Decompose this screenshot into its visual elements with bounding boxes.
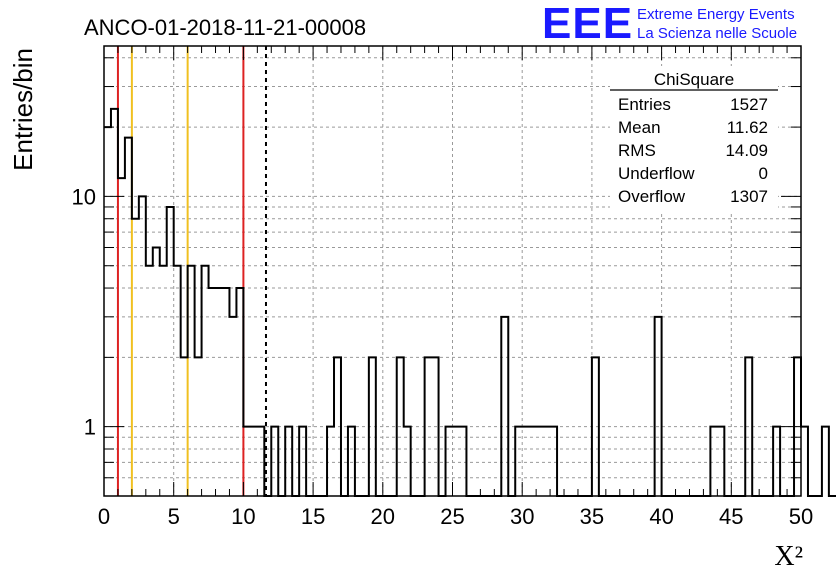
histogram-bin xyxy=(334,357,341,496)
x-tick-label: 35 xyxy=(580,504,604,529)
histogram-bin xyxy=(522,427,529,496)
histogram-bin xyxy=(717,427,724,496)
histogram-bin xyxy=(104,127,111,496)
histogram-bin xyxy=(181,357,188,496)
histogram-bin xyxy=(271,427,278,496)
histogram-bin xyxy=(236,288,243,496)
stats-box-title: ChiSquare xyxy=(654,70,734,89)
histogram-bin xyxy=(132,219,139,496)
stats-row-value: 1527 xyxy=(730,95,768,114)
histogram-bin xyxy=(543,427,550,496)
histogram-bin xyxy=(592,357,599,496)
histogram-bin xyxy=(536,427,543,496)
histogram-bin xyxy=(229,317,236,496)
stats-row-value: 14.09 xyxy=(725,141,768,160)
stats-row-label: RMS xyxy=(618,141,656,160)
stats-row-label: Overflow xyxy=(618,187,686,206)
y-axis-label: Entries/bin xyxy=(8,48,38,171)
stats-row-value: 0 xyxy=(759,164,768,183)
logo-line-1: Extreme Energy Events xyxy=(637,6,795,23)
stats-row-value: 11.62 xyxy=(727,118,768,137)
histogram-bin xyxy=(299,427,306,496)
y-tick-label: 1 xyxy=(84,415,96,440)
histogram-bin xyxy=(446,427,453,496)
histogram-bin xyxy=(111,109,118,496)
stats-box: ChiSquare Entries 1527 Mean 11.62 RMS 14.09 Un… xyxy=(610,66,778,212)
histogram-bin xyxy=(209,288,216,496)
x-tick-label: 30 xyxy=(510,504,534,529)
x-tick-label: 50 xyxy=(789,504,813,529)
stats-row-label: Mean xyxy=(618,118,661,137)
histogram-bin xyxy=(118,178,125,496)
histogram-bin xyxy=(257,427,264,496)
x-tick-label: 45 xyxy=(719,504,743,529)
histogram-bin xyxy=(529,427,536,496)
histogram-bin xyxy=(202,266,209,496)
histogram-series xyxy=(104,107,836,497)
histogram-bin xyxy=(515,427,522,496)
histogram-bin xyxy=(773,427,780,496)
histogram-bin xyxy=(216,288,223,496)
histogram-bin xyxy=(250,427,257,496)
histogram-bin xyxy=(139,196,146,496)
histogram-bin xyxy=(432,357,439,496)
histogram-bin xyxy=(822,427,829,496)
histogram-bin xyxy=(369,357,376,496)
histogram-bin xyxy=(425,357,432,496)
histogram-bin xyxy=(453,427,460,496)
x-axis-label: X² xyxy=(774,541,803,572)
x-tick-label: 10 xyxy=(231,504,255,529)
histogram-bin xyxy=(188,266,195,496)
histogram-bin xyxy=(404,427,411,496)
y-tick-label: 10 xyxy=(72,184,96,209)
histogram-bin xyxy=(550,427,557,496)
axes: 0 5 10 15 20 25 30 35 40 45 50 1 10 xyxy=(72,45,813,529)
x-tick-label: 5 xyxy=(168,504,180,529)
stats-row-label: Entries xyxy=(618,95,671,114)
histogram-bin xyxy=(146,266,153,496)
stats-rows: Entries 1527 Mean 11.62 RMS 14.09 Underflow 0 Ov… xyxy=(618,95,768,206)
histogram-bin xyxy=(125,138,132,496)
x-tick-label: 25 xyxy=(440,504,464,529)
histogram-bin xyxy=(655,317,662,496)
eee-logo: EEE Extreme Energy Events La Scienza nel… xyxy=(542,0,797,48)
chart-title: ANCO-01-2018-11-21-00008 xyxy=(84,15,366,40)
histogram-bin xyxy=(397,357,404,496)
logo-mark: EEE xyxy=(542,0,633,48)
x-tick-label: 20 xyxy=(371,504,395,529)
histogram-bin xyxy=(710,427,717,496)
histogram-bin xyxy=(167,207,174,496)
x-tick-label: 0 xyxy=(98,504,110,529)
x-tick-label: 40 xyxy=(649,504,673,529)
logo-line-2: La Scienza nelle Scuole xyxy=(637,25,797,42)
histogram-bin xyxy=(801,427,808,496)
histogram-bin xyxy=(153,247,160,496)
histogram-bin xyxy=(501,317,508,496)
histogram-bin xyxy=(195,357,202,496)
histogram-bin xyxy=(222,288,229,496)
histogram-bin xyxy=(243,427,250,496)
histogram-bin xyxy=(285,427,292,496)
histogram-outline xyxy=(104,107,836,497)
stats-row-value: 1307 xyxy=(730,187,768,206)
histogram-bin xyxy=(459,427,466,496)
histogram-bin xyxy=(327,427,334,496)
stats-row-label: Underflow xyxy=(618,164,695,183)
histogram-bin xyxy=(745,357,752,496)
x-tick-label: 15 xyxy=(301,504,325,529)
histogram-bin xyxy=(174,266,181,496)
histogram-bin xyxy=(160,266,167,496)
histogram-bin xyxy=(348,427,355,496)
